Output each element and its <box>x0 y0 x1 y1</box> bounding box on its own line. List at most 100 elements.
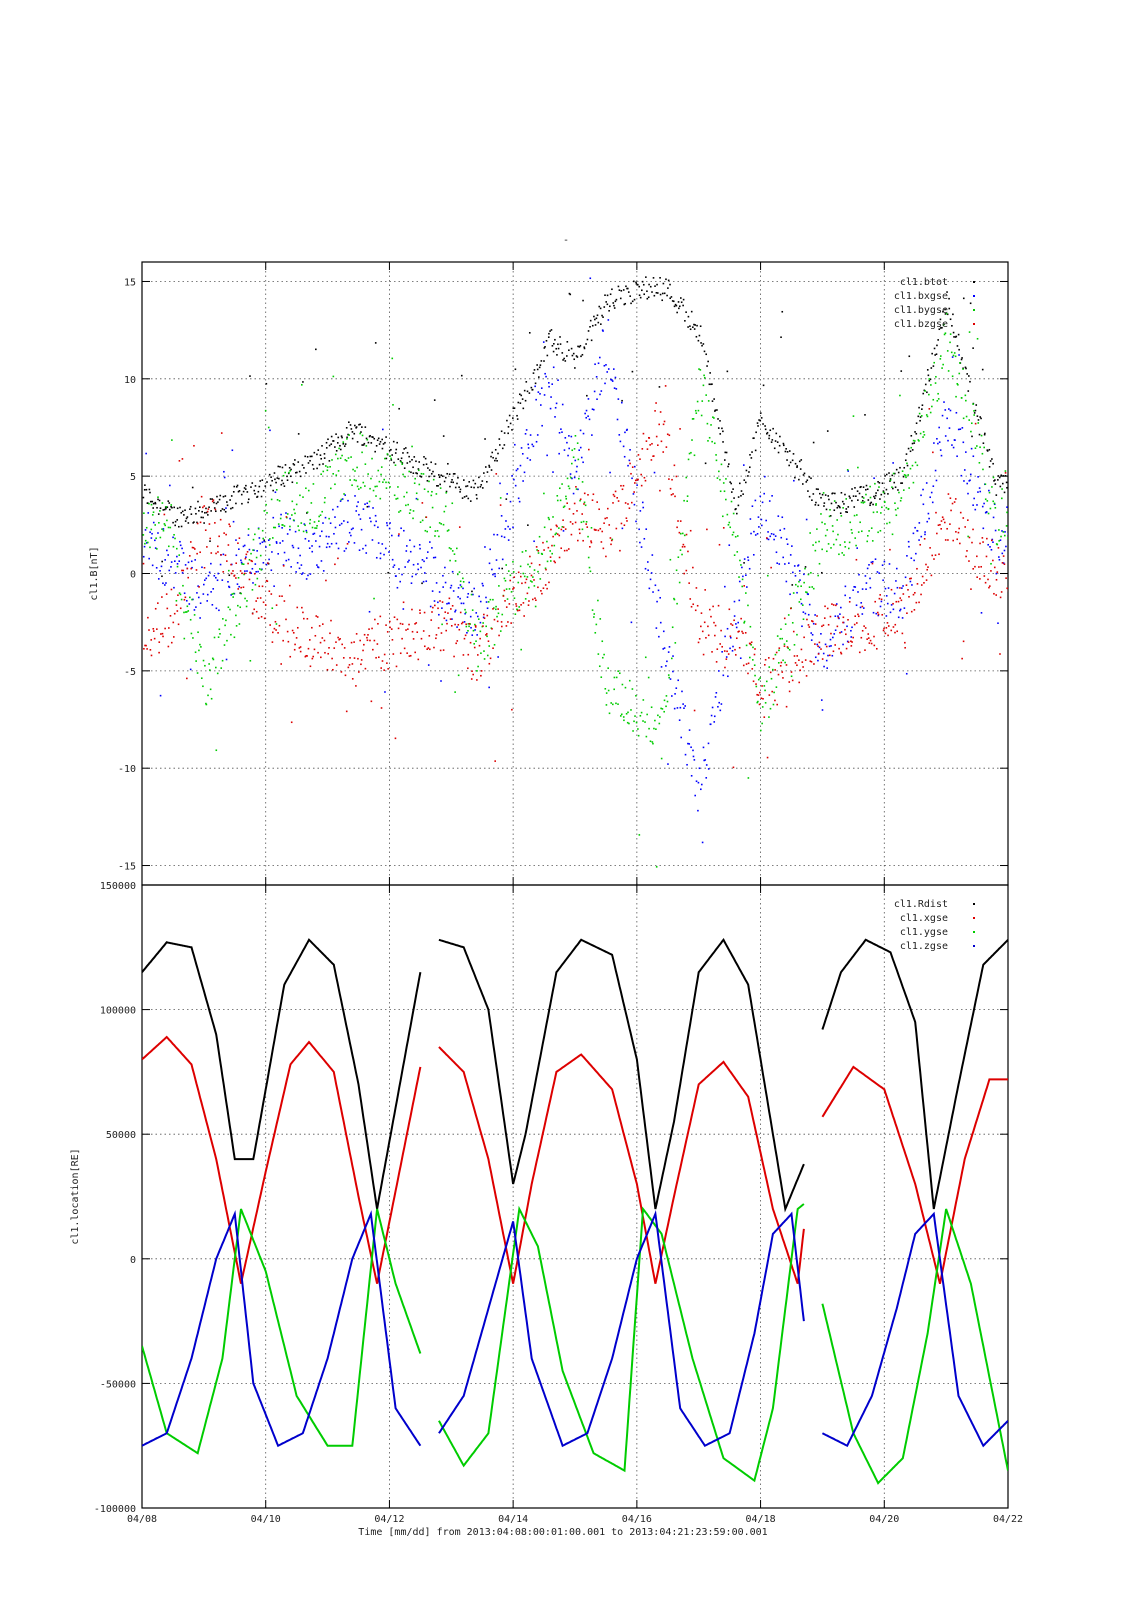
data-point <box>226 639 228 642</box>
data-point <box>415 492 418 495</box>
data-point <box>366 505 369 508</box>
data-point <box>161 596 163 598</box>
data-point <box>150 503 153 506</box>
data-point <box>325 546 328 549</box>
data-point <box>545 568 547 571</box>
data-point <box>245 605 248 608</box>
data-point <box>476 679 478 681</box>
data-point <box>608 524 611 526</box>
data-point <box>671 300 674 302</box>
data-point <box>231 506 234 509</box>
data-point <box>485 633 488 635</box>
data-point <box>203 583 205 586</box>
data-point <box>615 298 618 301</box>
data-point <box>299 475 302 478</box>
data-point <box>796 465 798 467</box>
data-point <box>366 438 369 441</box>
data-point <box>367 634 369 636</box>
data-point <box>273 585 275 587</box>
data-point <box>220 667 223 669</box>
data-point <box>487 640 490 643</box>
series-cl1-xgse <box>142 1035 1008 1285</box>
data-point <box>782 444 785 447</box>
data-point <box>727 675 729 678</box>
data-point <box>862 502 865 504</box>
data-point <box>959 542 961 545</box>
data-point <box>525 381 528 383</box>
data-point <box>664 385 667 387</box>
data-point <box>743 562 745 564</box>
data-point <box>728 463 730 465</box>
data-point <box>274 620 277 623</box>
data-point <box>300 564 303 566</box>
data-point <box>288 471 290 474</box>
data-point <box>748 466 751 469</box>
data-point <box>591 499 594 502</box>
data-point <box>590 527 593 529</box>
data-point <box>719 433 722 435</box>
data-point <box>778 649 780 652</box>
data-point <box>1004 531 1006 533</box>
data-point <box>454 610 456 613</box>
data-point <box>782 556 785 559</box>
data-point <box>785 448 787 450</box>
data-point <box>692 326 694 328</box>
data-point <box>590 540 592 542</box>
data-point <box>958 527 960 530</box>
x-tick-label: 04/08 <box>127 1514 157 1525</box>
data-point <box>738 646 741 649</box>
data-point <box>178 592 181 594</box>
data-point <box>232 592 235 595</box>
data-point <box>422 473 425 475</box>
data-point <box>246 570 248 572</box>
data-point <box>844 628 846 631</box>
legend-marker <box>973 323 975 325</box>
data-point <box>223 470 225 473</box>
data-point <box>550 329 553 331</box>
data-point <box>742 464 745 466</box>
data-point <box>541 257 543 259</box>
data-point <box>210 591 212 593</box>
data-point <box>786 451 789 453</box>
data-point <box>743 622 745 624</box>
data-point <box>210 562 212 565</box>
data-point <box>783 527 786 530</box>
data-point <box>233 574 236 577</box>
data-point <box>179 593 182 596</box>
location-panel: 150000100000500000-50000-100000cl1.locat… <box>70 881 1023 1525</box>
data-point <box>907 447 910 450</box>
data-point <box>942 518 945 521</box>
data-point <box>701 344 703 347</box>
data-point <box>349 424 352 426</box>
data-point <box>446 622 448 625</box>
data-point <box>292 546 295 549</box>
data-point <box>157 602 159 604</box>
data-point <box>717 604 720 607</box>
data-point <box>692 749 694 752</box>
data-point <box>781 671 784 673</box>
data-point <box>176 555 178 558</box>
data-point <box>230 495 233 497</box>
data-point <box>451 618 453 620</box>
data-point <box>245 556 247 558</box>
data-point <box>440 680 442 682</box>
data-point <box>163 523 166 525</box>
data-point <box>840 651 842 654</box>
data-point <box>247 501 249 504</box>
data-point <box>369 434 371 437</box>
data-point <box>242 490 245 493</box>
data-point <box>529 580 532 582</box>
data-point <box>662 282 665 285</box>
data-point <box>380 473 382 476</box>
data-point <box>534 382 537 385</box>
data-point <box>554 533 557 536</box>
data-point <box>318 520 320 522</box>
data-point <box>158 499 161 502</box>
y-tick-label: 150000 <box>100 881 136 892</box>
data-point <box>673 598 676 601</box>
data-point <box>527 604 530 606</box>
data-point <box>640 546 643 548</box>
data-point <box>703 350 706 353</box>
data-point <box>408 470 411 473</box>
data-point <box>350 641 353 644</box>
